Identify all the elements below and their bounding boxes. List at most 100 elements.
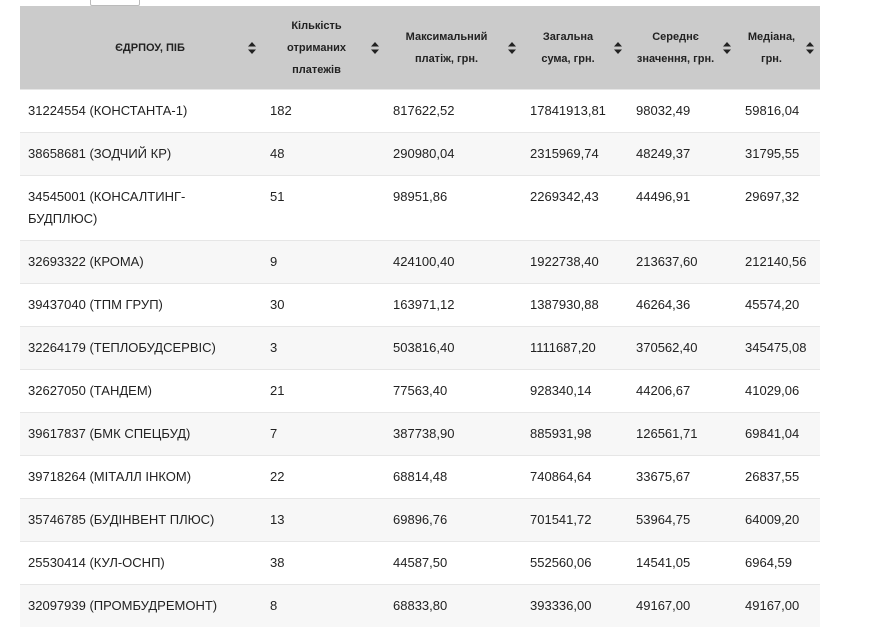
sort-icon	[723, 42, 731, 54]
value-cell: 13	[262, 499, 385, 542]
value-cell: 33675,67	[628, 456, 737, 499]
value-cell: 29697,32	[737, 176, 820, 241]
value-cell: 68833,80	[385, 585, 522, 627]
value-cell: 30	[262, 284, 385, 327]
company-cell: 39718264 (МІТАЛЛ ІНКОМ)	[20, 456, 262, 499]
value-cell: 68814,48	[385, 456, 522, 499]
value-cell: 26837,55	[737, 456, 820, 499]
value-cell: 21	[262, 370, 385, 413]
value-cell: 14541,05	[628, 542, 737, 585]
company-cell: 35746785 (БУДІНВЕНТ ПЛЮС)	[20, 499, 262, 542]
value-cell: 44206,67	[628, 370, 737, 413]
sort-icon	[614, 42, 622, 54]
value-cell: 98032,49	[628, 90, 737, 133]
value-cell: 213637,60	[628, 241, 737, 284]
value-cell: 370562,40	[628, 327, 737, 370]
value-cell: 740864,64	[522, 456, 628, 499]
value-cell: 59816,04	[737, 90, 820, 133]
value-cell: 701541,72	[522, 499, 628, 542]
value-cell: 163971,12	[385, 284, 522, 327]
value-cell: 290980,04	[385, 133, 522, 176]
value-cell: 98951,86	[385, 176, 522, 241]
value-cell: 552560,06	[522, 542, 628, 585]
value-cell: 8	[262, 585, 385, 627]
value-cell: 9	[262, 241, 385, 284]
company-cell: 32264179 (ТЕПЛОБУДСЕРВІС)	[20, 327, 262, 370]
value-cell: 212140,56	[737, 241, 820, 284]
value-cell: 41029,06	[737, 370, 820, 413]
value-cell: 38	[262, 542, 385, 585]
value-cell: 1111687,20	[522, 327, 628, 370]
value-cell: 126561,71	[628, 413, 737, 456]
company-cell: 25530414 (КУЛ-ОСНП)	[20, 542, 262, 585]
value-cell: 46264,36	[628, 284, 737, 327]
value-cell: 77563,40	[385, 370, 522, 413]
sort-icon	[371, 42, 379, 54]
company-cell: 39437040 (ТПМ ГРУП)	[20, 284, 262, 327]
company-cell: 32627050 (ТАНДЕМ)	[20, 370, 262, 413]
value-cell: 49167,00	[737, 585, 820, 627]
header-text: Максимальний платіж, грн.	[406, 31, 488, 65]
value-cell: 1922738,40	[522, 241, 628, 284]
sort-icon	[508, 42, 516, 54]
value-cell: 3	[262, 327, 385, 370]
value-cell: 69841,04	[737, 413, 820, 456]
value-cell: 182	[262, 90, 385, 133]
value-cell: 31795,55	[737, 133, 820, 176]
sort-icon	[248, 42, 256, 54]
value-cell: 69896,76	[385, 499, 522, 542]
header-text: Середнє значення, грн.	[637, 31, 714, 65]
value-cell: 7	[262, 413, 385, 456]
value-cell: 17841913,81	[522, 90, 628, 133]
sort-icon	[806, 42, 814, 54]
header-text: ЄДРПОУ, ПІБ	[115, 42, 185, 54]
company-cell: 39617837 (БМК СПЕЦБУД)	[20, 413, 262, 456]
column-header[interactable]: Медіана, грн.	[737, 6, 820, 90]
page: ЄДРПОУ, ПІБ Кількість отриманих платежів М…	[0, 0, 869, 566]
column-header[interactable]: Кількість отриманих платежів	[262, 6, 385, 90]
header-text: Кількість отриманих платежів	[287, 20, 346, 76]
value-cell: 44496,91	[628, 176, 737, 241]
value-cell: 2315969,74	[522, 133, 628, 176]
table-wrap: ЄДРПОУ, ПІБ Кількість отриманих платежів М…	[20, 6, 820, 627]
table: ЄДРПОУ, ПІБ Кількість отриманих платежів М…	[20, 6, 820, 627]
value-cell: 885931,98	[522, 413, 628, 456]
company-cell: 34545001 (КОНСАЛТИНГ-БУДПЛЮС)	[20, 176, 262, 241]
value-cell: 928340,14	[522, 370, 628, 413]
column-header[interactable]: Середнє значення, грн.	[628, 6, 737, 90]
column-header[interactable]: Загальна сума, грн.	[522, 6, 628, 90]
value-cell: 53964,75	[628, 499, 737, 542]
value-cell: 6964,59	[737, 542, 820, 585]
company-cell: 32097939 (ПРОМБУДРЕМОНТ)	[20, 585, 262, 627]
value-cell: 393336,00	[522, 585, 628, 627]
value-cell: 2269342,43	[522, 176, 628, 241]
value-cell: 424100,40	[385, 241, 522, 284]
value-cell: 817622,52	[385, 90, 522, 133]
value-cell: 51	[262, 176, 385, 241]
value-cell: 345475,08	[737, 327, 820, 370]
header-row: ЄДРПОУ, ПІБ Кількість отриманих платежів М…	[20, 6, 820, 90]
header-text: Медіана, грн.	[748, 31, 795, 65]
value-cell: 48249,37	[628, 133, 737, 176]
company-cell: 32693322 (КРОМА)	[20, 241, 262, 284]
value-cell: 45574,20	[737, 284, 820, 327]
column-header[interactable]: ЄДРПОУ, ПІБ	[20, 6, 262, 90]
value-cell: 22	[262, 456, 385, 499]
column-header[interactable]: Максимальний платіж, грн.	[385, 6, 522, 90]
value-cell: 1387930,88	[522, 284, 628, 327]
header-text: Загальна сума, грн.	[541, 31, 594, 65]
company-cell: 31224554 (КОНСТАНТА-1)	[20, 90, 262, 133]
value-cell: 49167,00	[628, 585, 737, 627]
